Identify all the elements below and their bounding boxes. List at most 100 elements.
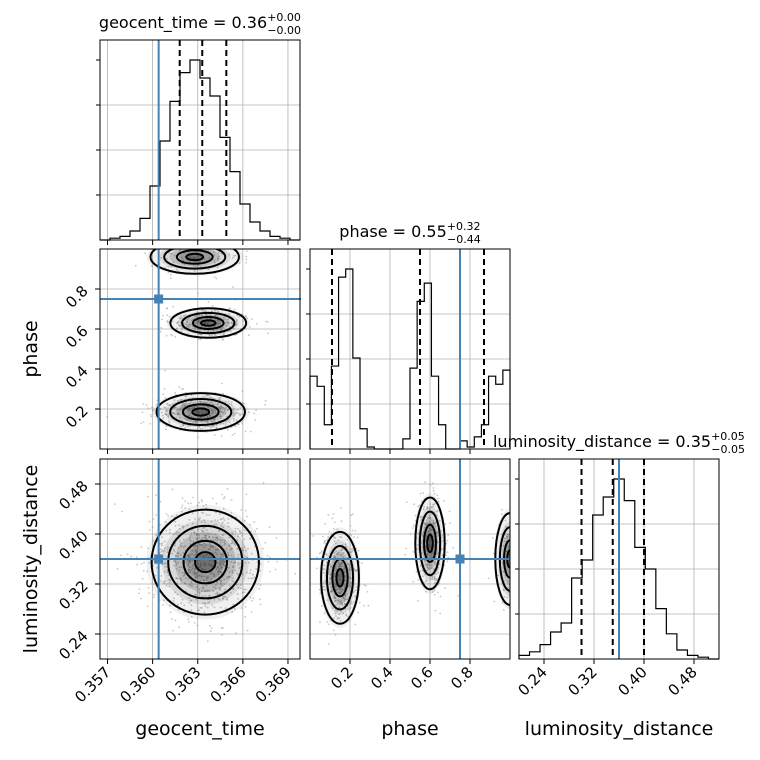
- sample-point: [212, 539, 215, 542]
- sample-point: [514, 583, 516, 585]
- sample-point: [195, 538, 198, 540]
- panel-title-luminosity_distance: luminosity_distance = 0.35+0.05 −0.05: [493, 430, 745, 456]
- sample-point: [187, 555, 190, 558]
- sample-point: [447, 556, 450, 559]
- sample-point: [239, 562, 241, 565]
- sample-point: [198, 536, 201, 539]
- sample-point: [262, 547, 264, 550]
- sample-point: [162, 563, 164, 566]
- sample-point: [140, 546, 143, 548]
- sample-point: [187, 620, 190, 623]
- sample-point: [339, 574, 342, 576]
- sample-point: [316, 567, 318, 570]
- sample-point: [168, 604, 171, 607]
- sample-point: [432, 522, 435, 524]
- y-tick-label-luminosity_distance: 0.24: [55, 627, 91, 663]
- sample-point: [493, 600, 496, 603]
- sample-point: [223, 507, 225, 510]
- sample-point: [185, 555, 188, 557]
- sample-point: [223, 541, 226, 544]
- sample-point: [326, 621, 329, 623]
- contour-line: [320, 530, 360, 625]
- sample-point: [218, 588, 221, 591]
- sample-point: [198, 417, 201, 419]
- sample-point: [161, 414, 164, 417]
- sample-point: [241, 574, 244, 576]
- sample-point: [215, 584, 217, 586]
- sample-point: [242, 549, 244, 552]
- sample-point: [197, 543, 200, 545]
- truth-marker: [455, 554, 465, 564]
- sample-point: [227, 552, 230, 554]
- sample-point: [230, 512, 233, 514]
- x-tick-label-phase: 0.8: [447, 663, 477, 693]
- y-tick-label-luminosity_distance: 0.32: [55, 577, 91, 613]
- sample-point: [234, 527, 237, 530]
- sample-point: [427, 530, 430, 533]
- sample-point: [435, 579, 437, 581]
- sample-point: [318, 588, 321, 591]
- sample-point: [205, 537, 208, 540]
- sample-point: [503, 596, 506, 598]
- sample-point: [147, 495, 149, 498]
- sample-point: [214, 519, 216, 522]
- sample-point: [162, 417, 165, 419]
- sample-point: [220, 435, 223, 437]
- sample-point: [425, 590, 427, 593]
- sample-point: [211, 409, 213, 412]
- sample-point: [515, 510, 517, 512]
- sample-point: [170, 252, 173, 255]
- sample-point: [187, 578, 190, 580]
- sample-point: [220, 417, 222, 420]
- sample-point: [340, 610, 343, 613]
- sample-point: [237, 527, 239, 530]
- sample-point: [506, 537, 509, 540]
- sample-point: [330, 586, 333, 589]
- sample-point: [200, 245, 202, 247]
- sample-point: [238, 316, 240, 318]
- sample-point: [241, 534, 243, 537]
- sample-point: [216, 266, 219, 269]
- sample-point: [155, 514, 157, 516]
- sample-point: [405, 547, 408, 550]
- sample-point: [245, 258, 248, 261]
- sample-point: [187, 326, 190, 329]
- y-tick-label-phase: 0.6: [62, 322, 92, 352]
- sample-point: [184, 314, 187, 316]
- sample-point: [504, 519, 507, 522]
- sample-point: [251, 573, 254, 576]
- sample-point: [339, 578, 341, 581]
- sample-point: [501, 601, 504, 604]
- sample-point: [159, 523, 162, 526]
- sample-point: [259, 584, 262, 587]
- sample-point: [215, 334, 217, 337]
- sample-point: [171, 334, 174, 337]
- sample-point: [342, 552, 345, 554]
- sample-point: [233, 418, 235, 420]
- sample-point: [188, 601, 191, 604]
- sample-point: [194, 242, 196, 244]
- sample-point: [323, 612, 326, 615]
- sample-point: [228, 403, 231, 405]
- sample-point: [223, 406, 225, 409]
- sample-point: [180, 330, 183, 333]
- sample-point: [232, 580, 235, 583]
- sample-point: [162, 581, 165, 584]
- sample-point: [196, 427, 199, 430]
- sample-point: [222, 392, 225, 395]
- sample-point: [346, 593, 349, 595]
- sample-point: [428, 522, 430, 525]
- sample-point: [216, 539, 219, 542]
- sample-point: [226, 487, 229, 490]
- sample-point: [349, 602, 352, 605]
- sample-point: [190, 502, 192, 505]
- sample-point: [214, 587, 217, 590]
- sample-point: [193, 621, 196, 624]
- sample-point: [206, 576, 208, 579]
- sample-point: [175, 532, 177, 535]
- sample-point: [245, 255, 248, 258]
- sample-point: [333, 581, 336, 584]
- sample-point: [336, 553, 338, 555]
- sample-point: [180, 407, 183, 409]
- sample-point: [437, 571, 440, 574]
